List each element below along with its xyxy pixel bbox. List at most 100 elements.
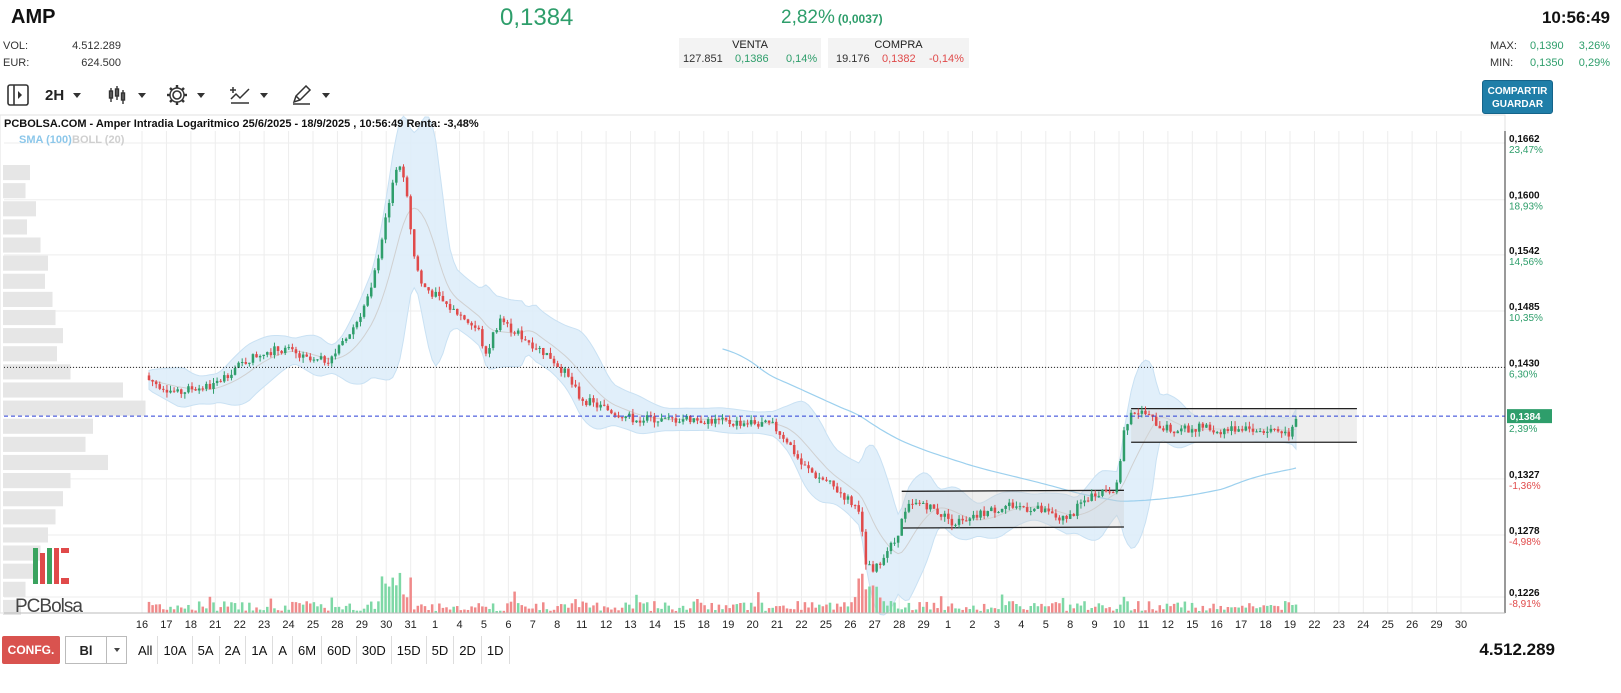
volume-bar <box>957 608 961 613</box>
candle-body <box>556 363 559 367</box>
candle-body <box>1043 508 1047 513</box>
x-tick-label: 17 <box>1235 619 1247 631</box>
candle-body <box>871 564 875 572</box>
share-save-button[interactable]: COMPARTIR GUARDAR <box>1482 80 1553 114</box>
volume-bar <box>839 606 843 613</box>
draw-tools-button[interactable] <box>291 80 330 110</box>
range-button-30d[interactable]: 30D <box>357 636 392 664</box>
volume-bar <box>846 606 850 613</box>
range-button-a[interactable]: A <box>273 636 293 664</box>
x-tick-label: 23 <box>258 619 270 631</box>
volume-bar <box>964 607 968 613</box>
volume-bar <box>990 607 993 613</box>
volume-bar <box>929 609 932 613</box>
panel-toggle-button[interactable] <box>6 80 30 110</box>
candle-body <box>1025 507 1029 512</box>
candle-body <box>1251 428 1255 432</box>
volume-bar <box>907 602 911 613</box>
range-button-10a[interactable]: 10A <box>158 636 193 664</box>
candle-body <box>502 318 506 323</box>
candle-body <box>771 421 774 423</box>
chevron-down-icon <box>106 637 126 663</box>
candle-body <box>287 347 291 349</box>
range-button-6m[interactable]: 6M <box>293 636 323 664</box>
x-tick-label: 18 <box>698 619 710 631</box>
volume-bar <box>638 602 642 613</box>
candle-body <box>341 341 344 346</box>
y-tick-pct: -1,36% <box>1509 481 1541 492</box>
volume-bar <box>534 603 538 613</box>
volume-bar <box>1000 594 1004 613</box>
volume-bar <box>624 602 627 613</box>
candle-body <box>602 404 606 406</box>
volume-bar <box>968 609 972 613</box>
candle-body <box>624 416 627 419</box>
volume-bar <box>943 609 946 613</box>
volume-bar <box>832 609 835 613</box>
candle-body <box>1129 412 1133 425</box>
candle-body <box>183 392 187 394</box>
candle-body <box>653 416 656 423</box>
volume-bar <box>818 604 821 613</box>
volume-bar <box>466 609 470 613</box>
candle-body <box>1036 505 1040 509</box>
indicators-button[interactable] <box>229 80 268 110</box>
candle-body <box>821 477 825 480</box>
candle-body <box>982 510 986 516</box>
candle-body <box>298 353 301 358</box>
scale-select[interactable]: Bl <box>65 636 127 664</box>
date-axis: 16 17 18 21 22 23 24 25 28 29 30 31 1 4 5 6 7 8 11 12 13 14 15… <box>136 619 1467 631</box>
chevron-down-icon <box>197 92 205 98</box>
volume-bar <box>438 603 441 613</box>
volume-bar <box>1058 603 1061 613</box>
range-button-5a[interactable]: 5A <box>193 636 220 664</box>
range-button-15d[interactable]: 15D <box>392 636 427 664</box>
volume-bar <box>620 607 624 613</box>
range-button-2d[interactable]: 2D <box>454 636 482 664</box>
interval-button[interactable]: 2H <box>45 80 82 110</box>
candle-body <box>463 315 466 320</box>
candle-body <box>875 563 878 572</box>
x-tick-label: 20 <box>747 619 759 631</box>
candle-body <box>491 332 495 349</box>
volume-bar <box>1187 610 1190 613</box>
volume-bar <box>782 605 785 613</box>
volume-bar <box>291 601 294 613</box>
volume-bar <box>1154 610 1158 613</box>
volume-bar <box>549 610 552 613</box>
range-button-5d[interactable]: 5D <box>427 636 455 664</box>
volume-bar <box>1090 607 1093 613</box>
volume-bar <box>190 609 194 613</box>
change-group: 2,82% (0,0037) <box>781 7 883 29</box>
candle-body <box>380 239 384 259</box>
pencil-icon <box>292 85 312 105</box>
range-button-2a[interactable]: 2A <box>220 636 247 664</box>
volume-bar <box>925 601 929 613</box>
candle-body <box>355 321 359 328</box>
volume-bar <box>499 610 502 613</box>
range-button-60d[interactable]: 60D <box>322 636 357 664</box>
volume-bar <box>775 606 778 613</box>
range-button-1a[interactable]: 1A <box>246 636 274 664</box>
candle-body <box>387 203 391 218</box>
interval-label: 2H <box>45 86 65 104</box>
candle-body <box>757 423 760 427</box>
settings-button[interactable] <box>166 80 205 110</box>
candle-body <box>1187 425 1190 433</box>
range-button-1d[interactable]: 1D <box>482 636 510 664</box>
config-button[interactable]: CONFG. <box>2 636 60 664</box>
candle-body <box>527 340 531 343</box>
candle-body <box>782 434 785 439</box>
y-tick-price: 0,1327 <box>1509 470 1540 481</box>
candle-body <box>792 445 796 455</box>
x-tick-label: 19 <box>1284 619 1296 631</box>
chart-type-button[interactable] <box>107 80 146 110</box>
ticker-symbol: AMP <box>11 6 56 28</box>
candle-body <box>710 419 714 424</box>
volume-bar <box>1054 602 1058 613</box>
range-button-all[interactable]: All <box>133 636 159 664</box>
volume-bar <box>631 608 635 613</box>
chart-toolbar: 2H <box>0 80 400 112</box>
volume-bar <box>226 606 230 613</box>
